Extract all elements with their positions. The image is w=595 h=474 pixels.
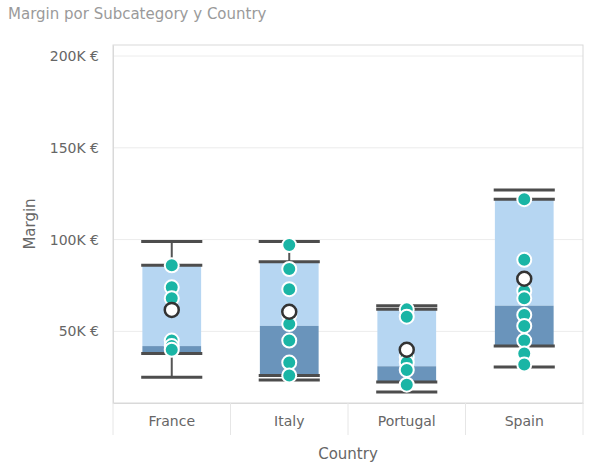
whisker-cap-high bbox=[141, 240, 202, 243]
whisker-cap-low bbox=[141, 376, 202, 379]
data-point bbox=[282, 238, 296, 252]
marks bbox=[141, 190, 555, 392]
box-group bbox=[259, 238, 320, 382]
data-point bbox=[400, 363, 414, 377]
x-separator bbox=[113, 403, 114, 435]
mean-marker bbox=[282, 305, 296, 319]
box-upper bbox=[260, 262, 319, 326]
y-tick: 100K € bbox=[50, 232, 113, 248]
box-upper bbox=[377, 309, 436, 366]
data-point bbox=[400, 378, 414, 392]
y-axis: 50K € 100K € 150K € 200K € bbox=[50, 46, 114, 404]
mean-marker bbox=[165, 303, 179, 317]
y-tick: 150K € bbox=[50, 140, 113, 156]
y-tick-label: 150K € bbox=[50, 140, 99, 156]
chart: Margin por Subcategory y Country 50K € 100… bbox=[0, 0, 595, 474]
x-tick-label: Portugal bbox=[378, 413, 436, 429]
y-axis-line bbox=[113, 46, 114, 404]
x-tick: Portugal bbox=[378, 403, 436, 429]
x-tick-label: Italy bbox=[274, 413, 304, 429]
data-point bbox=[517, 357, 531, 371]
x-tick: Spain bbox=[505, 403, 544, 429]
grid-line bbox=[113, 147, 583, 148]
data-point bbox=[165, 343, 179, 357]
x-separator bbox=[348, 403, 349, 435]
y-tick-label: 200K € bbox=[50, 48, 99, 64]
box-group bbox=[376, 302, 437, 392]
y-tick: 50K € bbox=[59, 323, 113, 339]
data-point bbox=[517, 192, 531, 206]
plot-frame bbox=[113, 45, 583, 403]
data-point bbox=[400, 310, 414, 324]
whisker-cap-high bbox=[494, 189, 555, 192]
mean-marker bbox=[400, 343, 414, 357]
y-tick-label: 50K € bbox=[59, 323, 99, 339]
y-axis-title: Margin bbox=[21, 198, 39, 249]
data-point bbox=[282, 262, 296, 276]
x-tick: Italy bbox=[274, 403, 304, 429]
data-point bbox=[282, 282, 296, 296]
data-point bbox=[165, 258, 179, 272]
data-point bbox=[517, 291, 531, 305]
data-point bbox=[282, 368, 296, 382]
title: Margin por Subcategory y Country bbox=[8, 5, 267, 23]
y-tick: 200K € bbox=[50, 48, 113, 64]
grid-line bbox=[113, 56, 583, 57]
x-separator bbox=[230, 403, 231, 435]
box-group bbox=[141, 241, 202, 377]
data-point bbox=[517, 319, 531, 333]
data-point bbox=[282, 334, 296, 348]
x-axis-title: Country bbox=[318, 445, 378, 463]
y-tick-label: 100K € bbox=[50, 232, 99, 248]
mean-marker bbox=[517, 272, 531, 286]
data-point bbox=[517, 253, 531, 267]
x-separator bbox=[583, 403, 584, 435]
x-tick: France bbox=[148, 403, 195, 429]
x-tick-label: France bbox=[148, 413, 195, 429]
x-tick-label: Spain bbox=[505, 413, 544, 429]
box-group bbox=[494, 190, 555, 371]
box-upper bbox=[495, 199, 554, 305]
x-separator bbox=[465, 403, 466, 435]
